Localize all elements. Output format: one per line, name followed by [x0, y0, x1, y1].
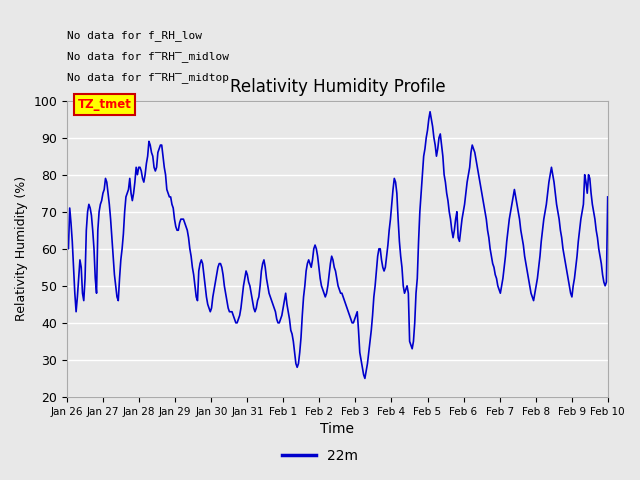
Text: No data for f̅RH̅_midtop: No data for f̅RH̅_midtop	[67, 72, 229, 83]
Text: No data for f_RH_low: No data for f_RH_low	[67, 30, 202, 41]
Y-axis label: Relativity Humidity (%): Relativity Humidity (%)	[15, 176, 28, 321]
Text: No data for f̅RH̅_midlow: No data for f̅RH̅_midlow	[67, 51, 229, 62]
Title: Relativity Humidity Profile: Relativity Humidity Profile	[230, 78, 445, 96]
Text: TZ_tmet: TZ_tmet	[78, 98, 132, 111]
Legend: 22m: 22m	[276, 443, 364, 468]
X-axis label: Time: Time	[321, 422, 355, 436]
